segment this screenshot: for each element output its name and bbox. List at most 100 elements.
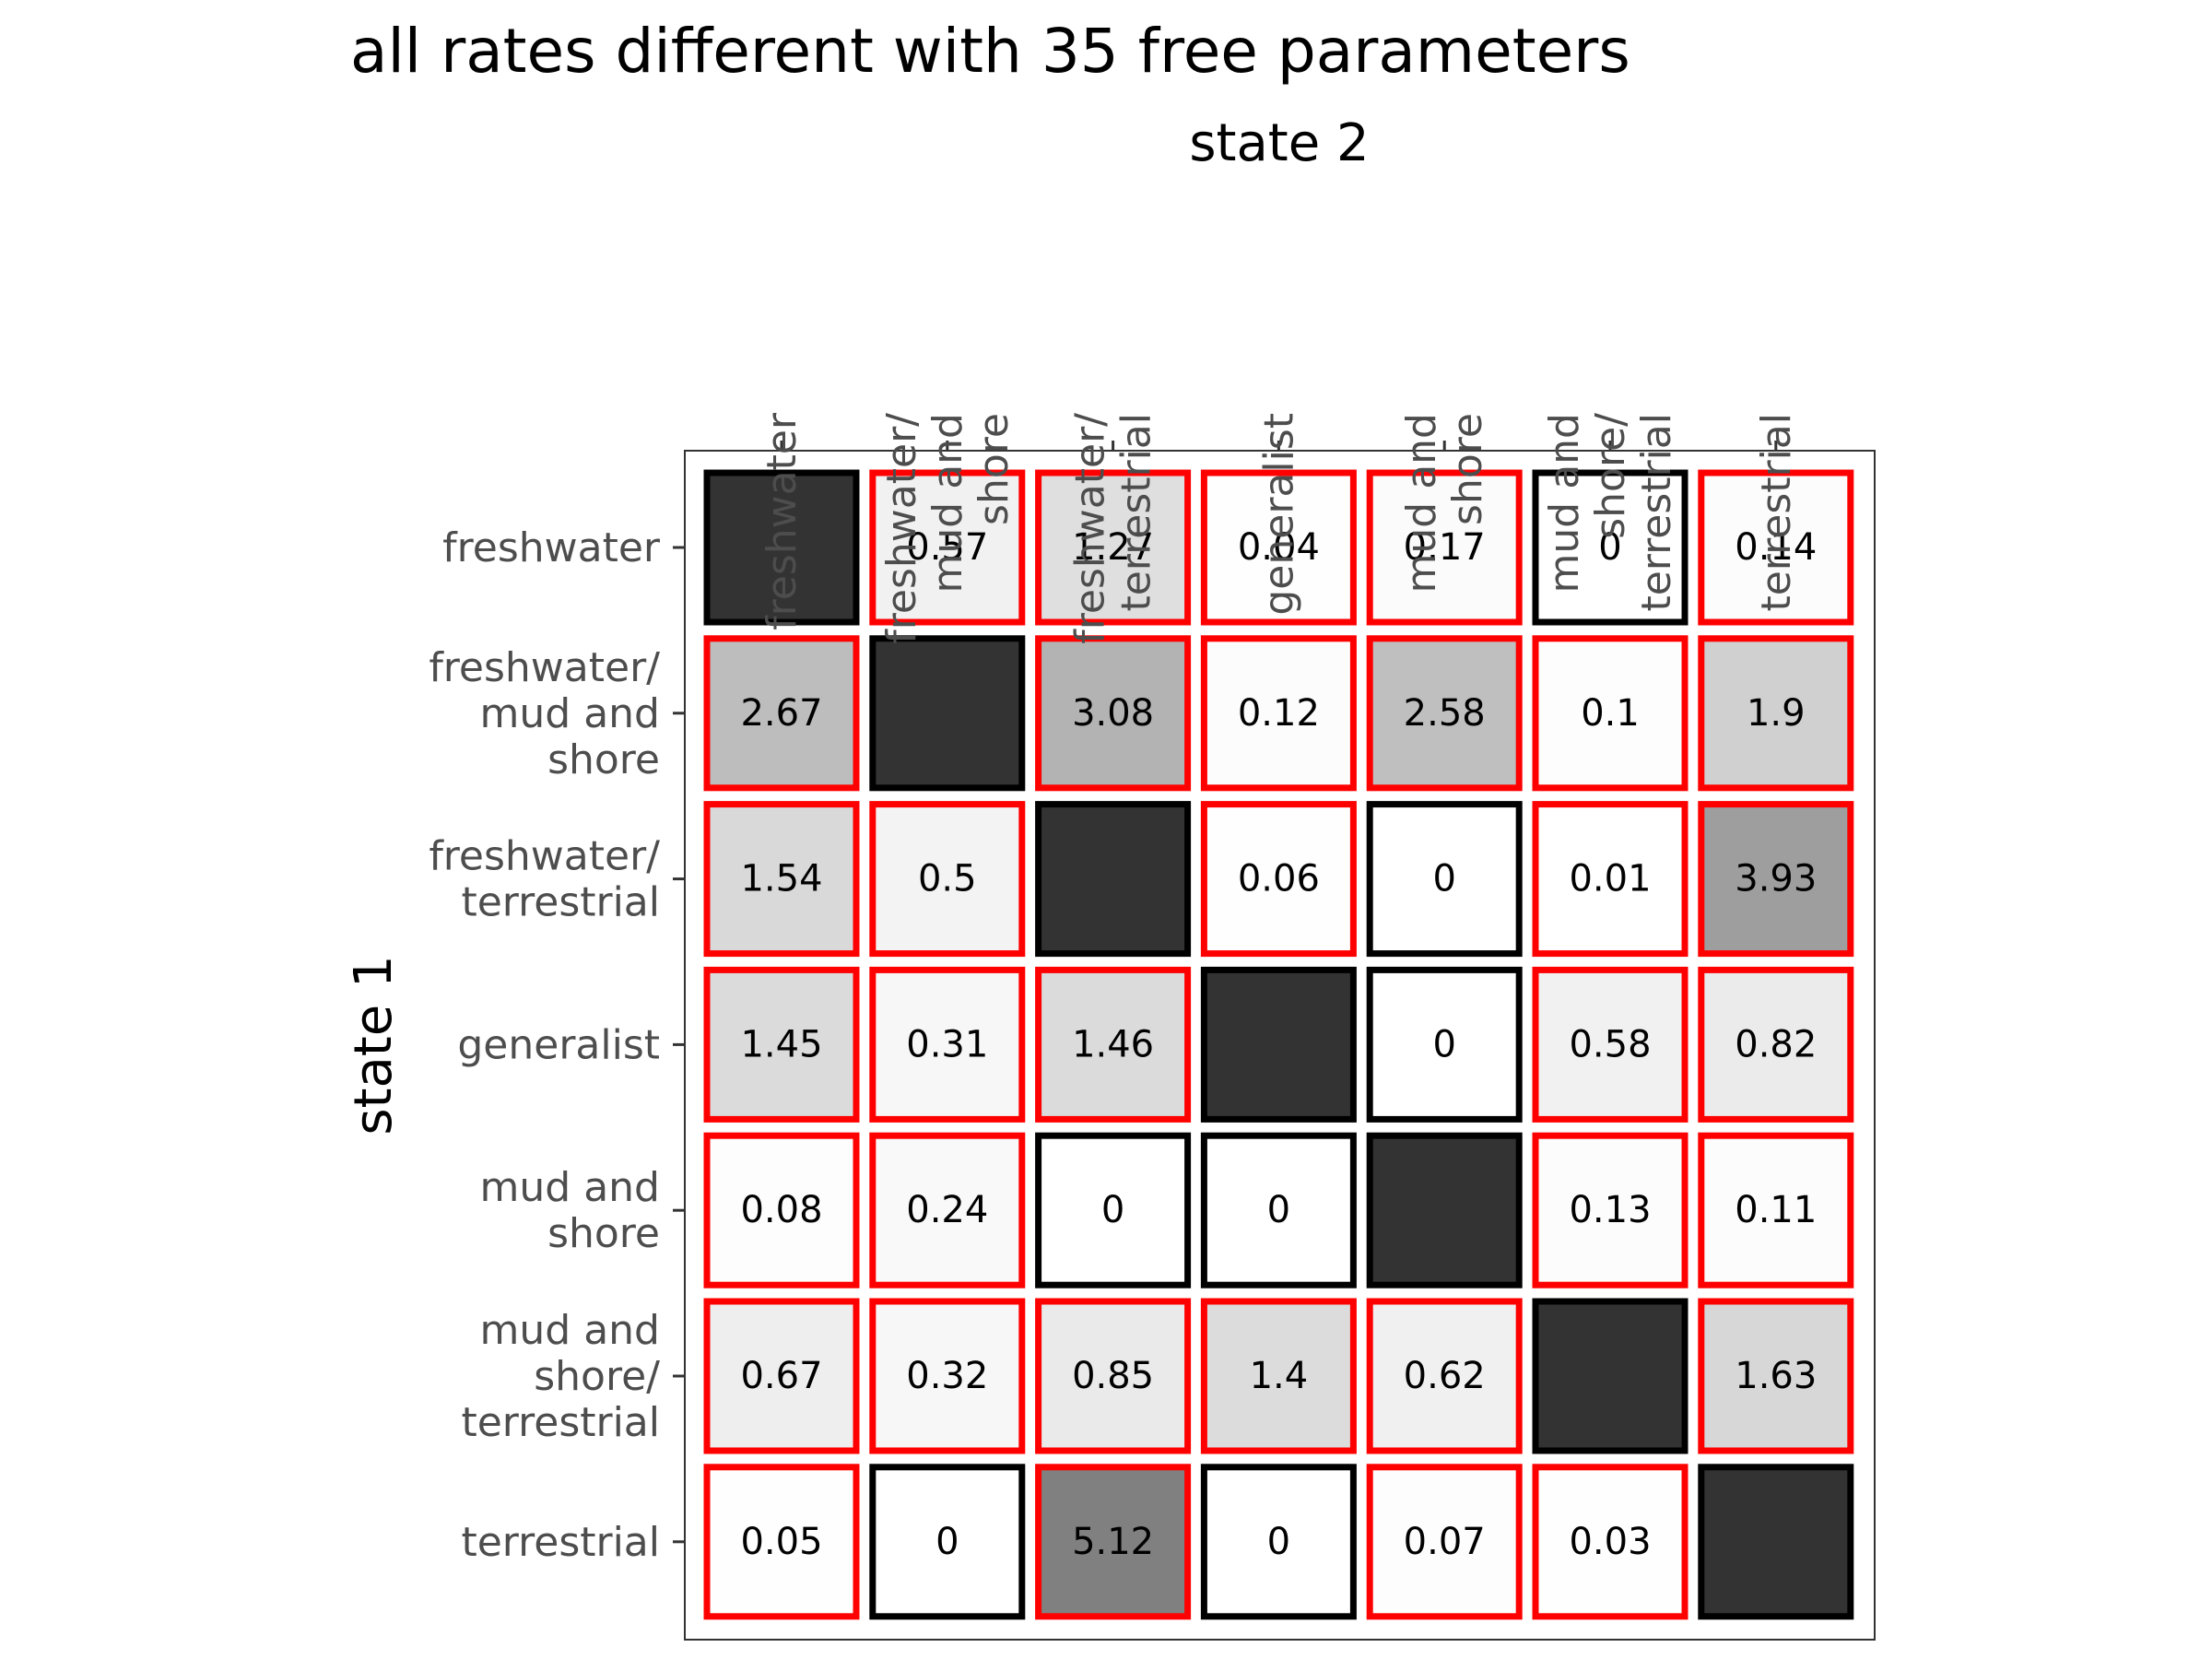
cell-value-label: 0.04 [1238, 526, 1320, 569]
cell-value-label: 2.67 [740, 692, 822, 735]
y-tick-label: terrestrial [461, 1519, 660, 1566]
y-tick-label: mud and shore [480, 1164, 660, 1257]
cell-value-label: 0.05 [740, 1521, 822, 1563]
rate-cell [1035, 469, 1192, 626]
x-tick-label: mud andshore/terrestrial [1541, 413, 1680, 612]
cell-value-label: 0.06 [1238, 858, 1320, 900]
chart-title: all rates different with 35 free paramet… [350, 16, 1630, 87]
cell-value-label: 0.03 [1569, 1521, 1651, 1563]
rate-cell [703, 1298, 860, 1454]
diagonal-cell [1200, 966, 1357, 1123]
cell-value-label: 3.93 [1735, 858, 1817, 900]
x-tick-label: mud andshore [1398, 413, 1491, 593]
cell-value-label: 1.46 [1072, 1023, 1154, 1065]
cell-value-label: 0.58 [1569, 1023, 1651, 1065]
rate-cell [1366, 1298, 1523, 1454]
heatmap-cells: 0.57 1.27 0.04 0.17 0 0.14 2.67 3.08 0.12 2.58 0.1… [703, 469, 1854, 1620]
rate-cell [703, 1132, 860, 1288]
diagonal-cell [1366, 1132, 1523, 1288]
rate-cell [1532, 801, 1688, 958]
x-tick-label-line: mud and [1541, 413, 1588, 593]
rate-cell [1532, 1464, 1688, 1620]
diagonal-cell [1698, 1464, 1854, 1620]
cell-value-label: 0 [1598, 526, 1621, 569]
y-axis-title: state 1 [344, 955, 404, 1135]
y-tick-label-line: freshwater/ [429, 644, 660, 691]
rate-cell [703, 635, 860, 792]
rate-cell [1200, 1132, 1357, 1288]
diagonal-cell [1035, 801, 1192, 958]
cell-value-label: 0.01 [1569, 858, 1651, 900]
cell-value-label: 1.54 [740, 858, 822, 900]
cell-value-label: 0 [935, 1521, 959, 1563]
cell-value-label: 5.12 [1072, 1521, 1154, 1563]
rate-cell [1200, 1298, 1357, 1454]
rate-cell [1200, 469, 1357, 626]
y-tick-label-line: generalist [457, 1021, 660, 1068]
rate-cell [1366, 469, 1523, 626]
cell-value-label: 1.45 [740, 1023, 822, 1065]
cell-value-label: 0.5 [918, 858, 977, 900]
rate-cell [1035, 966, 1192, 1123]
x-tick-label-line: mud and [924, 413, 971, 593]
y-tick-label-line: mud and [480, 690, 660, 737]
y-tick-label-line: terrestrial [461, 1399, 660, 1446]
x-tick-label-line: generalist [1255, 413, 1302, 616]
cell-value-label: 0 [1267, 1521, 1290, 1563]
x-axis-title: state 2 [1189, 113, 1369, 173]
rate-cell [869, 1132, 1026, 1288]
cell-value-label: 0.24 [906, 1189, 988, 1231]
x-tick-label: freshwater [759, 412, 806, 630]
rate-cell [1698, 635, 1854, 792]
cell-value-label: 0 [1267, 1189, 1290, 1231]
cell-value-label: 0.32 [906, 1355, 988, 1397]
y-tick-label-line: mud and [480, 1164, 660, 1211]
rate-cell [1698, 1132, 1854, 1288]
rate-cell [1698, 801, 1854, 958]
cell-value-label: 0 [1101, 1189, 1124, 1231]
cell-value-label: 1.27 [1072, 526, 1154, 569]
cell-value-label: 1.63 [1735, 1355, 1817, 1397]
x-tick-label-line: shore [971, 413, 1018, 525]
diagonal-cell [703, 469, 860, 626]
diagonal-cell [1532, 1298, 1688, 1454]
rate-cell [1200, 801, 1357, 958]
rate-cell [1698, 966, 1854, 1123]
cell-value-label: 0.13 [1569, 1189, 1651, 1231]
cell-value-label: 0.31 [906, 1023, 988, 1065]
x-tick-label-line: freshwater/ [878, 413, 925, 644]
cell-value-label: 0.12 [1238, 692, 1320, 735]
cell-value-label: 0.11 [1735, 1189, 1817, 1231]
cell-value-label: 0.67 [740, 1355, 822, 1397]
cell-value-label: 1.9 [1747, 692, 1806, 735]
cell-value-label: 3.08 [1072, 692, 1154, 735]
rate-cell [869, 1464, 1026, 1620]
y-tick-label-line: freshwater/ [429, 833, 660, 880]
cell-value-label: 0.17 [1404, 526, 1486, 569]
y-tick-label-line: shore/ [534, 1353, 660, 1400]
x-tick-label-line: terrestrial [1113, 413, 1160, 612]
y-tick-label-line: terrestrial [461, 1519, 660, 1566]
cell-value-label: 0.57 [906, 526, 988, 569]
x-axis-ticks: freshwater freshwater/mud andshore freshwa… [759, 412, 1800, 644]
cell-value-label: 0.85 [1072, 1355, 1154, 1397]
cell-value-label: 0.07 [1404, 1521, 1486, 1563]
rate-cell [703, 1464, 860, 1620]
rate-cell [1200, 635, 1357, 792]
rate-cell [1366, 966, 1523, 1123]
rate-cell [1200, 1464, 1357, 1620]
x-tick-label: freshwater/mud andshore [878, 413, 1018, 644]
x-tick-label: terrestrial [1753, 413, 1800, 612]
x-tick-label-line: freshwater [759, 412, 806, 630]
x-tick-label-line: freshwater/ [1067, 413, 1114, 644]
rate-cell [1035, 1298, 1192, 1454]
cell-value-label: 0.14 [1735, 526, 1817, 569]
cell-value-label: 0.62 [1404, 1355, 1486, 1397]
rate-cell [703, 966, 860, 1123]
cell-value-label: 0.82 [1735, 1023, 1817, 1065]
y-tick-label: freshwater/mud and shore [429, 644, 660, 783]
rate-cell [869, 801, 1026, 958]
y-tick-label-line: shore [547, 736, 660, 783]
